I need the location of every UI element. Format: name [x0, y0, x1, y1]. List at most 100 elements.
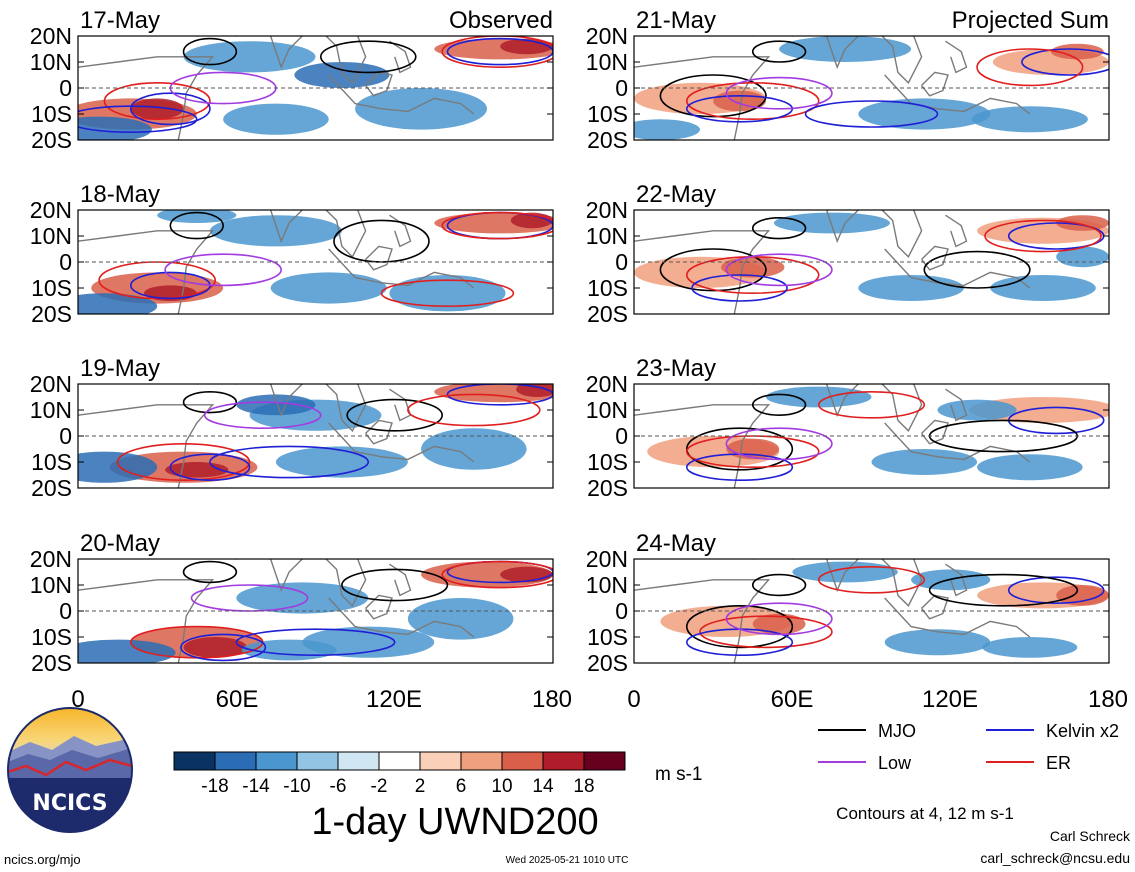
contour-line	[182, 560, 238, 584]
y-tick-label: 10N	[586, 223, 628, 249]
contour-line	[691, 274, 788, 302]
x-tick-left-0: 0	[71, 686, 84, 713]
coastline	[921, 71, 949, 97]
field-blob	[1056, 585, 1109, 606]
contour-line	[380, 279, 515, 308]
y-tick-label: 10N	[30, 49, 72, 75]
coastline	[196, 559, 367, 607]
contour-line	[751, 217, 807, 240]
y-tick-label: 20S	[31, 301, 72, 327]
coastline	[945, 214, 968, 248]
colorbar: -18 -14 -10 -6 -2 2 6 10 14 18	[173, 751, 626, 797]
field-blob	[223, 103, 329, 135]
x-tick-left-60e: 60E	[216, 686, 259, 713]
panel-date: 19-May	[80, 355, 160, 382]
contour-line	[976, 48, 1084, 87]
colorbar-swatch	[214, 751, 257, 771]
colorbar-swatch	[583, 751, 626, 771]
footer-email: carl_schreck@ncsu.edu	[980, 850, 1130, 866]
colorbar-tick-label: -10	[283, 776, 310, 797]
field-blob	[407, 598, 514, 640]
contour-line	[103, 82, 211, 121]
coastline	[328, 422, 475, 463]
x-tick-left-180: 180	[532, 686, 572, 713]
contour-line	[319, 40, 417, 74]
coastline	[752, 559, 923, 607]
chart-title: 1-day UWND200	[311, 801, 598, 843]
contour-line	[446, 37, 553, 66]
contour-line	[169, 211, 224, 240]
colorbar-tick-label: 2	[415, 776, 426, 797]
contour-line	[441, 560, 553, 589]
y-tick-label: 10N	[586, 49, 628, 75]
field-blob	[858, 275, 964, 301]
contour-line	[751, 393, 807, 416]
field-blob	[1056, 215, 1109, 231]
colorbar-swatch	[501, 751, 544, 771]
column-label: Projected Sum	[952, 7, 1109, 34]
field-blob	[294, 62, 390, 88]
contour-line	[923, 250, 1031, 289]
contour-line	[235, 628, 396, 657]
field-blob	[78, 639, 176, 663]
y-tick-label: 20N	[30, 371, 72, 397]
coastline	[78, 56, 215, 140]
field-blob	[500, 566, 553, 583]
y-tick-label: 10N	[30, 223, 72, 249]
x-axis-left: 0 60E 120E 180	[71, 686, 572, 713]
contour-line	[169, 453, 251, 482]
coastline	[884, 597, 1031, 638]
contour-line	[659, 248, 767, 292]
field-blob	[634, 119, 700, 140]
panel-date: 21-May	[636, 7, 716, 34]
colorbar-tick-label: 14	[532, 776, 554, 797]
contour-line	[1007, 576, 1105, 605]
field-blob	[1050, 43, 1104, 60]
y-tick-label: 0	[59, 598, 72, 624]
coastline	[328, 597, 475, 638]
y-tick-label: 0	[59, 423, 72, 449]
y-tick-label: 10N	[30, 397, 72, 423]
field-blob	[765, 386, 872, 408]
contour-line	[751, 40, 807, 63]
field-blob	[982, 637, 1078, 658]
units-label: m s-1	[655, 764, 703, 785]
coastline	[634, 56, 771, 140]
contour-note: Contours at 4, 12 m s-1	[836, 804, 1014, 823]
contour-line	[984, 219, 1102, 253]
coastline	[884, 248, 1031, 289]
y-tick-label: 20N	[586, 371, 628, 397]
y-tick-label: 10N	[586, 572, 628, 598]
contour-line	[182, 391, 238, 414]
coastline	[389, 563, 412, 597]
contour-line	[441, 211, 553, 240]
y-tick-label: 10N	[30, 572, 72, 598]
coastline	[78, 579, 215, 663]
contour-line	[446, 384, 553, 406]
coastline	[921, 594, 949, 620]
x-axis-right: 0 60E 120E 180	[627, 686, 1128, 713]
coastline	[921, 419, 949, 445]
coastline	[945, 563, 968, 597]
field-blob	[78, 116, 152, 140]
contour-line	[725, 253, 833, 287]
y-tick-label: 20N	[586, 546, 628, 572]
field-blob	[858, 98, 991, 130]
coastline	[365, 594, 393, 620]
y-tick-label: 10S	[587, 101, 628, 127]
footer-url: ncics.org/mjo	[4, 852, 81, 867]
y-tick-label: 0	[615, 598, 628, 624]
colorbar-tick-label: -2	[371, 776, 388, 797]
field-blob	[157, 210, 237, 223]
colorbar-tick-label: 18	[573, 776, 594, 797]
colorbar-swatch	[337, 751, 380, 771]
coastline	[78, 404, 215, 488]
y-tick-label: 20N	[30, 546, 72, 572]
field-blob	[355, 88, 488, 130]
